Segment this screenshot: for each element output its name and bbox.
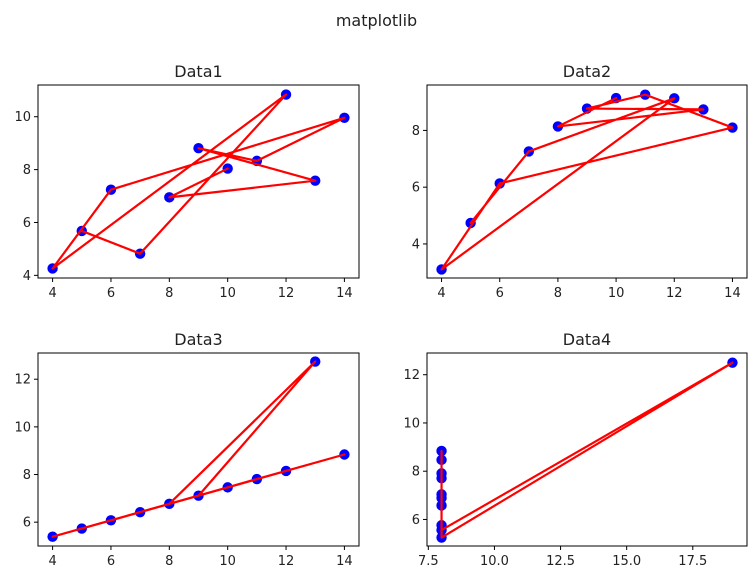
x-tick-label: 8 (165, 554, 173, 569)
x-tick-label: 15.0 (612, 554, 641, 569)
x-tick-label: 10.0 (480, 554, 509, 569)
x-tick-label: 6 (496, 286, 504, 301)
x-tick-label: 10 (608, 286, 625, 301)
subplot-title: Data1 (174, 62, 222, 81)
x-tick-label: 4 (48, 286, 56, 301)
x-tick-label: 14 (336, 286, 353, 301)
x-tick-label: 12 (666, 286, 683, 301)
y-tick-label: 10 (14, 420, 31, 435)
figure-suptitle: matplotlib (336, 11, 417, 30)
axes-frame (37, 84, 360, 279)
subplot-1: Data1 4 6 8 10 12 14 4 6 8 10 (14, 62, 360, 301)
y-tick-label: 4 (23, 269, 31, 284)
x-tick-label: 8 (554, 286, 562, 301)
y-tick-label: 8 (23, 163, 31, 178)
y-tick-label: 12 (403, 368, 420, 383)
series-line (51, 93, 346, 270)
y-tick-label: 8 (412, 124, 420, 139)
x-tick-label: 17.5 (678, 554, 707, 569)
subplot-3: Data3 4 6 8 10 12 14 6 8 10 12 (14, 330, 360, 569)
x-tick-label: 6 (107, 554, 115, 569)
axes-frame (37, 352, 360, 547)
y-tick-label: 8 (23, 468, 31, 483)
y-tick-label: 6 (23, 216, 31, 231)
axes-frame (426, 84, 748, 279)
x-tick-label: 12 (278, 554, 295, 569)
y-tick-label: 8 (412, 465, 420, 480)
x-tick-label: 6 (107, 286, 115, 301)
y-tick-label: 4 (412, 237, 420, 252)
x-tick-label: 4 (48, 554, 56, 569)
series-line (440, 361, 734, 539)
y-tick-label: 6 (412, 513, 420, 528)
subplot-title: Data2 (563, 62, 611, 81)
x-tick-label: 12.5 (546, 554, 575, 569)
subplot-title: Data4 (563, 330, 611, 349)
subplot-4: Data4 7.5 10.0 12.5 15.0 17.5 6 8 10 12 (403, 330, 748, 569)
series-line (51, 360, 346, 538)
x-tick-label: 7.5 (418, 554, 439, 569)
x-tick-label: 14 (336, 554, 353, 569)
y-tick-label: 6 (412, 181, 420, 196)
x-tick-label: 10 (219, 554, 236, 569)
x-tick-label: 4 (437, 286, 445, 301)
y-tick-label: 12 (14, 373, 31, 388)
subplot-2: Data2 4 6 8 10 12 14 4 6 8 (412, 62, 748, 301)
x-tick-label: 10 (219, 286, 236, 301)
series-line (440, 93, 734, 271)
y-tick-label: 6 (23, 516, 31, 531)
y-tick-label: 10 (14, 110, 31, 125)
x-tick-label: 14 (724, 286, 741, 301)
y-tick-label: 10 (403, 416, 420, 431)
subplot-title: Data3 (174, 330, 222, 349)
axes-frame (426, 352, 748, 547)
x-tick-label: 12 (278, 286, 295, 301)
x-tick-label: 8 (165, 286, 173, 301)
